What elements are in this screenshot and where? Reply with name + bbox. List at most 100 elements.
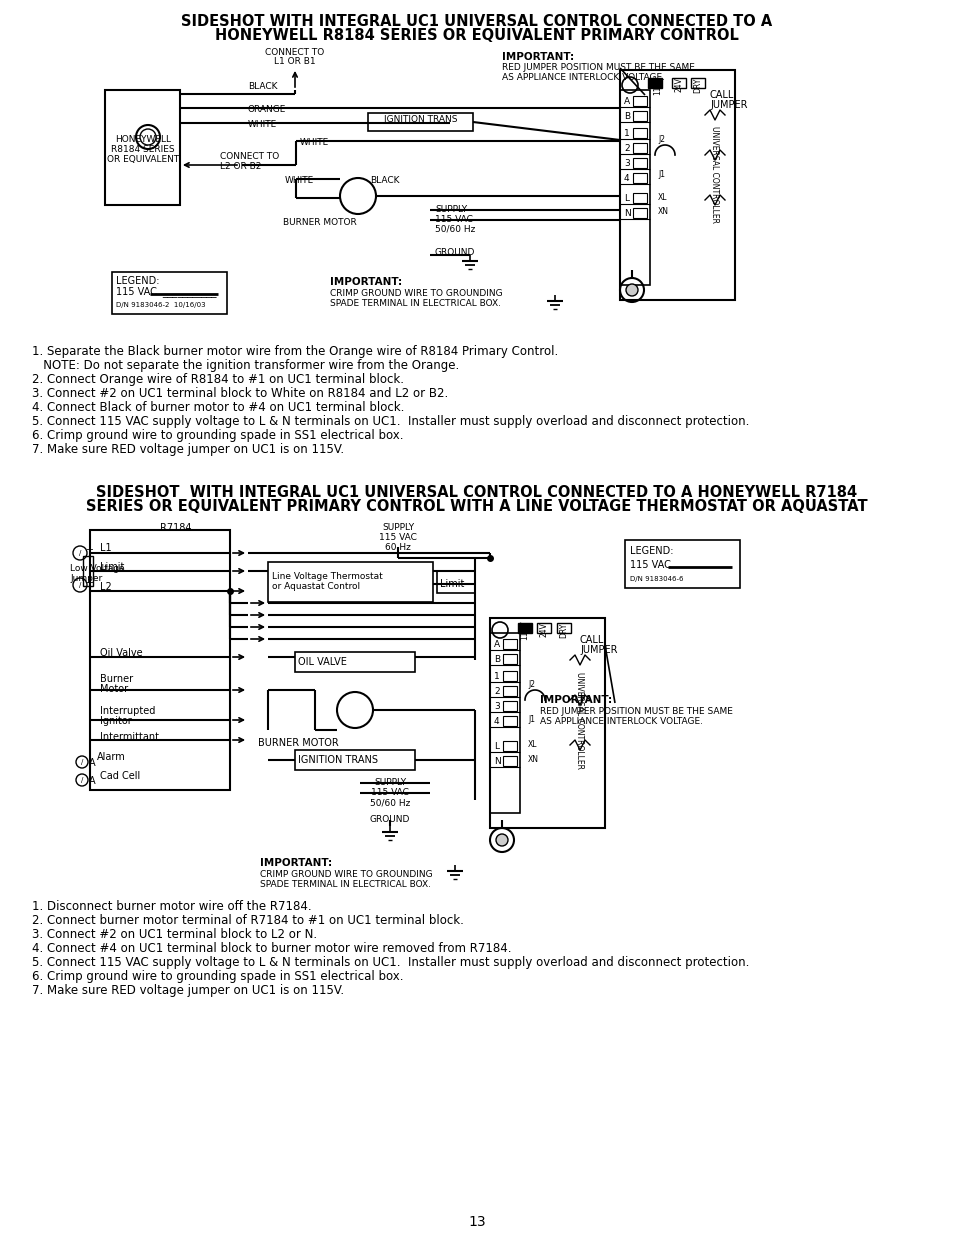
Bar bbox=[633, 158, 646, 168]
Text: BURNER MOTOR: BURNER MOTOR bbox=[257, 739, 338, 748]
Text: R7184: R7184 bbox=[160, 522, 192, 534]
Bar bbox=[647, 78, 661, 88]
Text: T: T bbox=[86, 582, 91, 592]
Text: 4. Connect #4 on UC1 terminal block to burner motor wire removed from R7184.: 4. Connect #4 on UC1 terminal block to b… bbox=[32, 942, 511, 955]
Bar bbox=[557, 622, 571, 634]
Text: JUMPER: JUMPER bbox=[579, 645, 617, 655]
Text: 24V: 24V bbox=[539, 622, 548, 637]
Text: D/N 9183046-6: D/N 9183046-6 bbox=[629, 576, 682, 582]
Text: 1: 1 bbox=[494, 672, 499, 680]
Bar bbox=[624, 540, 740, 588]
Text: 115 VAC: 115 VAC bbox=[435, 215, 473, 224]
Text: 2. Connect burner motor terminal of R7184 to #1 on UC1 terminal block.: 2. Connect burner motor terminal of R718… bbox=[32, 914, 463, 927]
Text: SUPPLY: SUPPLY bbox=[374, 778, 406, 787]
Text: 60 Hz: 60 Hz bbox=[385, 543, 411, 552]
Text: NOTE: Do not separate the ignition transformer wire from the Orange.: NOTE: Do not separate the ignition trans… bbox=[32, 359, 458, 372]
Bar bbox=[502, 716, 517, 726]
Text: AS APPLIANCE INTERLOCK VOLTAGE.: AS APPLIANCE INTERLOCK VOLTAGE. bbox=[539, 718, 702, 726]
Text: L: L bbox=[623, 194, 628, 203]
Text: 1. Separate the Black burner motor wire from the Orange wire of R8184 Primary Co: 1. Separate the Black burner motor wire … bbox=[32, 345, 558, 358]
Text: L1: L1 bbox=[100, 543, 112, 553]
Bar bbox=[502, 638, 517, 650]
Text: SUPPLY: SUPPLY bbox=[435, 205, 467, 214]
Text: or Aquastat Control: or Aquastat Control bbox=[272, 582, 359, 592]
Text: IMPORTANT:: IMPORTANT: bbox=[539, 695, 612, 705]
Text: /: / bbox=[79, 582, 81, 588]
Text: 3. Connect #2 on UC1 terminal block to White on R8184 and L2 or B2.: 3. Connect #2 on UC1 terminal block to W… bbox=[32, 387, 448, 400]
Text: 3. Connect #2 on UC1 terminal block to L2 or N.: 3. Connect #2 on UC1 terminal block to L… bbox=[32, 927, 316, 941]
Text: LEGEND:: LEGEND: bbox=[116, 275, 159, 287]
Text: L: L bbox=[494, 742, 498, 751]
Bar bbox=[268, 562, 433, 601]
Text: 115V: 115V bbox=[520, 620, 529, 640]
Text: J2: J2 bbox=[527, 680, 535, 689]
Text: SPADE TERMINAL IN ELECTRICAL BOX.: SPADE TERMINAL IN ELECTRICAL BOX. bbox=[330, 299, 500, 308]
Text: 24V: 24V bbox=[674, 78, 682, 93]
Text: 5. Connect 115 VAC supply voltage to L & N terminals on UC1.  Installer must sup: 5. Connect 115 VAC supply voltage to L &… bbox=[32, 956, 749, 969]
Text: SERIES OR EQUIVALENT PRIMARY CONTROL WITH A LINE VOLTAGE THERMOSTAT OR AQUASTAT: SERIES OR EQUIVALENT PRIMARY CONTROL WIT… bbox=[86, 499, 867, 514]
Text: /: / bbox=[81, 760, 83, 764]
Text: 50/60 Hz: 50/60 Hz bbox=[435, 225, 475, 233]
Text: 115 VAC: 115 VAC bbox=[371, 788, 409, 797]
Text: 2: 2 bbox=[623, 144, 629, 153]
Text: Cad Cell: Cad Cell bbox=[100, 771, 140, 781]
Text: SUPPLY: SUPPLY bbox=[381, 522, 414, 532]
Text: OIL VALVE: OIL VALVE bbox=[297, 657, 347, 667]
Text: IMPORTANT:: IMPORTANT: bbox=[501, 52, 574, 62]
Text: SIDESHOT  WITH INTEGRAL UC1 UNIVERSAL CONTROL CONNECTED TO A HONEYWELL R7184: SIDESHOT WITH INTEGRAL UC1 UNIVERSAL CON… bbox=[96, 485, 857, 500]
Text: A: A bbox=[494, 640, 499, 650]
Text: UNIVERSAL CONTROLLER: UNIVERSAL CONTROLLER bbox=[710, 126, 719, 224]
Bar bbox=[619, 90, 649, 285]
Text: Limit: Limit bbox=[439, 579, 464, 589]
Bar bbox=[112, 272, 227, 314]
Text: D/N 9183046-2  10/16/03: D/N 9183046-2 10/16/03 bbox=[116, 303, 206, 308]
Text: 1: 1 bbox=[623, 128, 629, 138]
Text: CONNECT TO: CONNECT TO bbox=[220, 152, 279, 161]
Text: UNIVERSAL CONTROLLER: UNIVERSAL CONTROLLER bbox=[575, 672, 584, 768]
Text: Burner: Burner bbox=[100, 674, 133, 684]
Text: 5. Connect 115 VAC supply voltage to L & N terminals on UC1.  Installer must sup: 5. Connect 115 VAC supply voltage to L &… bbox=[32, 415, 749, 429]
Text: IMPORTANT:: IMPORTANT: bbox=[330, 277, 402, 287]
Text: B: B bbox=[623, 112, 630, 121]
Text: N: N bbox=[494, 757, 500, 766]
Text: Ignitor: Ignitor bbox=[100, 716, 132, 726]
Text: J2: J2 bbox=[658, 135, 664, 144]
Text: 50/60 Hz: 50/60 Hz bbox=[370, 798, 410, 806]
Bar bbox=[633, 128, 646, 138]
Text: J1: J1 bbox=[658, 170, 664, 179]
Text: Intermittant: Intermittant bbox=[100, 732, 159, 742]
Text: IGNITION TRANS: IGNITION TRANS bbox=[297, 755, 377, 764]
Text: HONEYWELL: HONEYWELL bbox=[115, 135, 171, 144]
Text: R8184 SERIES: R8184 SERIES bbox=[112, 144, 174, 154]
Text: RED JUMPER POSITION MUST BE THE SAME: RED JUMPER POSITION MUST BE THE SAME bbox=[539, 706, 732, 716]
Text: 13: 13 bbox=[468, 1215, 485, 1229]
Bar bbox=[502, 756, 517, 766]
Text: XN: XN bbox=[527, 755, 538, 764]
Text: Line Voltage Thermostat: Line Voltage Thermostat bbox=[272, 572, 382, 580]
Bar bbox=[633, 96, 646, 106]
Text: BLACK: BLACK bbox=[370, 177, 399, 185]
Text: 115 VAC: 115 VAC bbox=[629, 559, 670, 571]
Text: ORANGE: ORANGE bbox=[248, 105, 286, 114]
Text: 7. Make sure RED voltage jumper on UC1 is on 115V.: 7. Make sure RED voltage jumper on UC1 i… bbox=[32, 984, 344, 997]
Text: A: A bbox=[89, 776, 95, 785]
Text: GROUND: GROUND bbox=[370, 815, 410, 824]
Text: WHITE: WHITE bbox=[248, 120, 277, 128]
Text: BURNER MOTOR: BURNER MOTOR bbox=[283, 219, 356, 227]
Text: N: N bbox=[623, 209, 630, 219]
Bar bbox=[671, 78, 685, 88]
Text: 2. Connect Orange wire of R8184 to #1 on UC1 terminal block.: 2. Connect Orange wire of R8184 to #1 on… bbox=[32, 373, 403, 387]
Text: Alarm: Alarm bbox=[97, 752, 126, 762]
Text: Limit: Limit bbox=[100, 562, 124, 572]
Text: Jumper: Jumper bbox=[70, 574, 102, 583]
Text: 3: 3 bbox=[623, 159, 629, 168]
Text: A: A bbox=[89, 758, 95, 768]
Circle shape bbox=[625, 284, 638, 296]
Text: J1: J1 bbox=[527, 715, 535, 724]
Bar bbox=[105, 90, 180, 205]
Text: 7. Make sure RED voltage jumper on UC1 is on 115V.: 7. Make sure RED voltage jumper on UC1 i… bbox=[32, 443, 344, 456]
Text: 2: 2 bbox=[494, 687, 499, 697]
Text: /: / bbox=[79, 550, 81, 556]
Text: Interrupted: Interrupted bbox=[100, 706, 155, 716]
Text: SIDESHOT WITH INTEGRAL UC1 UNIVERSAL CONTROL CONNECTED TO A: SIDESHOT WITH INTEGRAL UC1 UNIVERSAL CON… bbox=[181, 14, 772, 28]
